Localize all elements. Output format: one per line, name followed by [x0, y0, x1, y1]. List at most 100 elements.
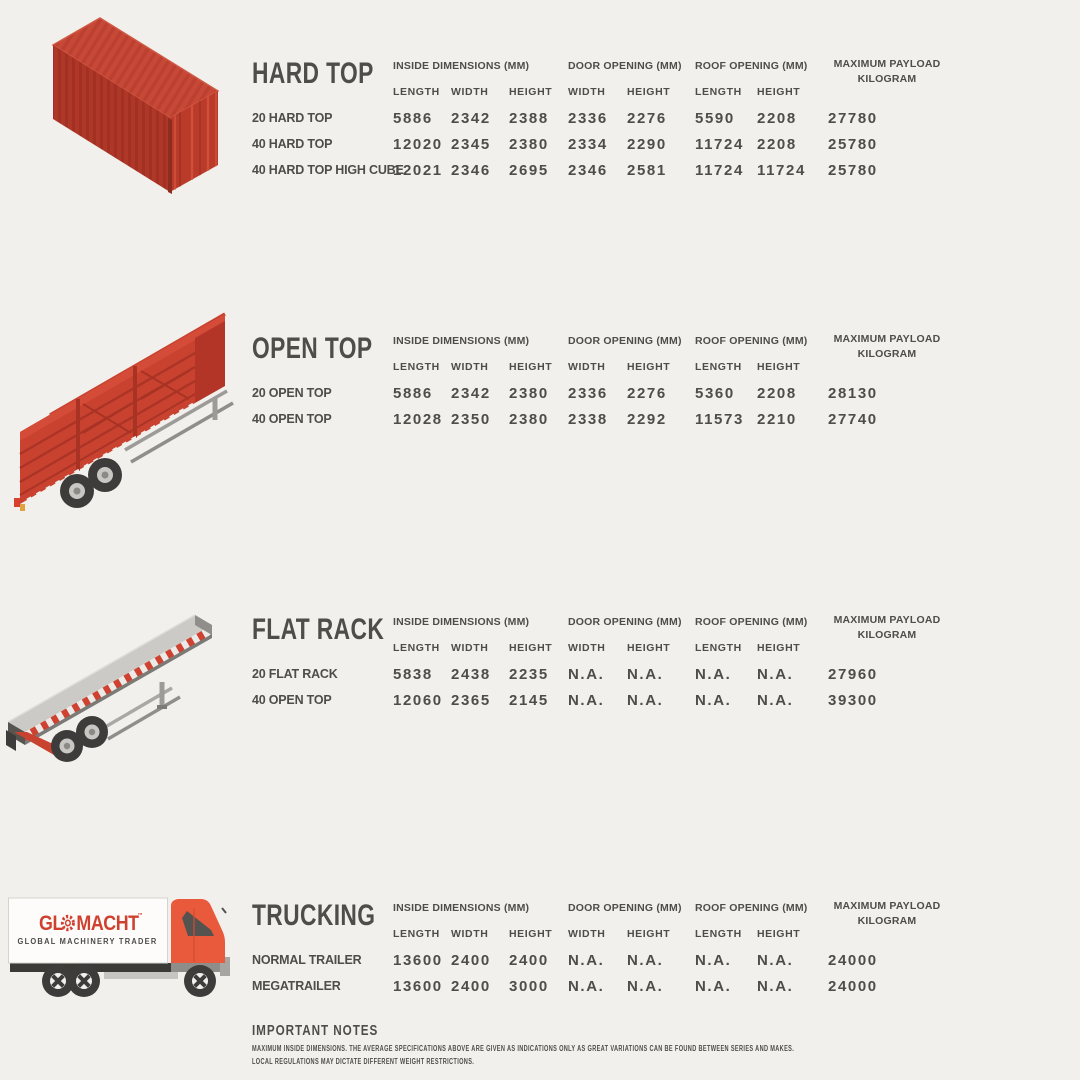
payload-header-line1: MAXIMUM PAYLOAD — [833, 333, 941, 345]
col-header-length: LENGTH — [393, 928, 440, 940]
spec-value: 25780 — [828, 161, 878, 179]
logo-trademark: ™ — [138, 913, 143, 919]
payload-header-line1: MAXIMUM PAYLOAD — [833, 58, 941, 70]
col-header-roof-length: LENGTH — [695, 642, 742, 654]
spec-value: 5886 — [393, 384, 433, 402]
spec-value: N.A. — [627, 951, 664, 969]
col-header-door-height: HEIGHT — [627, 928, 671, 940]
spec-value: 2400 — [509, 951, 549, 969]
flat-rack-rails — [99, 682, 181, 741]
col-header-height: HEIGHT — [509, 86, 553, 98]
spec-value: 39300 — [828, 691, 878, 709]
row-label: 20 FLAT RACK — [252, 667, 338, 681]
col-header-door-height: HEIGHT — [627, 361, 671, 373]
spec-value: 2336 — [568, 109, 608, 127]
col-header-roof-height: HEIGHT — [757, 642, 801, 654]
col-header-door-width: WIDTH — [568, 928, 606, 940]
col-group-door-opening: DOOR OPENING (MM) — [568, 335, 682, 347]
spec-value: 13600 — [393, 951, 443, 969]
cab-window — [182, 911, 214, 936]
spec-value: 2336 — [568, 384, 608, 402]
spec-value: 27740 — [828, 410, 878, 428]
col-group-roof-opening: ROOF OPENING (MM) — [695, 902, 808, 914]
trailer-tail-lights — [14, 498, 25, 511]
logo-tagline: GLOBAL MACHINERY TRADER — [18, 937, 158, 947]
spec-value: 2292 — [627, 410, 667, 428]
col-header-length: LENGTH — [393, 86, 440, 98]
col-header-door-height: HEIGHT — [627, 86, 671, 98]
glomacht-logo: GL MACHT ™ GLOBAL MACHINERY TRADER — [18, 912, 158, 947]
hard-top-container-illustration — [51, 17, 220, 194]
spec-value: N.A. — [757, 665, 794, 683]
payload-header-line2: KILOGRAM — [857, 348, 917, 360]
spec-value: N.A. — [695, 691, 732, 709]
notes-line: LOCAL REGULATIONS MAY DICTATE DIFFERENT … — [252, 1057, 475, 1066]
row-label: 40 OPEN TOP — [252, 693, 332, 707]
spec-value: 25780 — [828, 135, 878, 153]
spec-value: N.A. — [627, 665, 664, 683]
col-header-width: WIDTH — [451, 928, 489, 940]
row-label: 20 OPEN TOP — [252, 386, 332, 400]
section-title: TRUCKING — [252, 899, 376, 932]
spec-value: N.A. — [627, 977, 664, 995]
section-hard-top: HARD TOP INSIDE DIMENSIONS (MM) DOOR OPE… — [252, 53, 952, 185]
spec-value: 11573 — [695, 410, 744, 428]
trailer-wheel — [60, 474, 94, 508]
col-header-width: WIDTH — [451, 642, 489, 654]
payload-header-line2: KILOGRAM — [857, 915, 917, 927]
spec-value: 5360 — [695, 384, 735, 402]
col-group-inside-dimensions: INSIDE DIMENSIONS (MM) — [393, 616, 530, 628]
spec-value: 13600 — [393, 977, 443, 995]
spec-value: 2581 — [627, 161, 667, 179]
col-header-roof-length: LENGTH — [695, 928, 742, 940]
spec-value: N.A. — [568, 665, 605, 683]
spec-value: 24000 — [828, 977, 878, 995]
col-group-roof-opening: ROOF OPENING (MM) — [695, 616, 808, 628]
flat-rack-deck — [7, 614, 212, 745]
col-header-door-width: WIDTH — [568, 361, 606, 373]
spec-value: 2342 — [451, 109, 491, 127]
notes-title: IMPORTANT NOTES — [252, 1022, 379, 1039]
col-group-door-opening: DOOR OPENING (MM) — [568, 902, 682, 914]
payload-header-line2: KILOGRAM — [857, 629, 917, 641]
spec-value: 2438 — [451, 665, 491, 683]
spec-value: N.A. — [568, 951, 605, 969]
spec-value: 2290 — [627, 135, 667, 153]
row-label: 20 HARD TOP — [252, 111, 333, 125]
spec-value: 2400 — [451, 977, 491, 995]
payload-header-line1: MAXIMUM PAYLOAD — [833, 614, 941, 626]
col-header-width: WIDTH — [451, 361, 489, 373]
spec-value: 5838 — [393, 665, 433, 683]
section-open-top: OPEN TOP INSIDE DIMENSIONS (MM) DOOR OPE… — [252, 328, 952, 434]
spec-value: 12028 — [393, 410, 443, 428]
truck-wheel — [184, 965, 216, 997]
payload-header-line1: MAXIMUM PAYLOAD — [833, 900, 941, 912]
spec-value: 2235 — [509, 665, 549, 683]
truck-box — [8, 897, 168, 964]
spec-value: 2388 — [509, 109, 549, 127]
col-header-door-width: WIDTH — [568, 642, 606, 654]
truck-wheel — [42, 965, 74, 997]
col-header-height: HEIGHT — [509, 928, 553, 940]
col-header-roof-height: HEIGHT — [757, 928, 801, 940]
spec-value: 2334 — [568, 135, 608, 153]
logo-text-macht: MACHT — [76, 912, 139, 936]
important-notes: IMPORTANT NOTES MAXIMUM INSIDE DIMENSION… — [252, 1020, 1012, 1068]
col-group-inside-dimensions: INSIDE DIMENSIONS (MM) — [393, 60, 530, 72]
spec-value: 2380 — [509, 135, 549, 153]
spec-value: 11724 — [695, 135, 744, 153]
section-title: HARD TOP — [252, 57, 374, 90]
spec-value: 2208 — [757, 135, 797, 153]
spec-value: 2350 — [451, 410, 491, 428]
col-header-width: WIDTH — [451, 86, 489, 98]
row-label: 40 OPEN TOP — [252, 412, 332, 426]
spec-value: 2695 — [509, 161, 549, 179]
spec-value: N.A. — [757, 977, 794, 995]
col-group-max-payload: MAXIMUM PAYLOAD KILOGRAM — [828, 57, 946, 87]
logo-text-gl: GL — [39, 912, 63, 936]
col-group-door-opening: DOOR OPENING (MM) — [568, 60, 682, 72]
section-flat-rack: FLAT RACK INSIDE DIMENSIONS (MM) DOOR OP… — [252, 609, 952, 715]
row-label: NORMAL TRAILER — [252, 953, 362, 967]
container-corner-post — [168, 118, 172, 194]
